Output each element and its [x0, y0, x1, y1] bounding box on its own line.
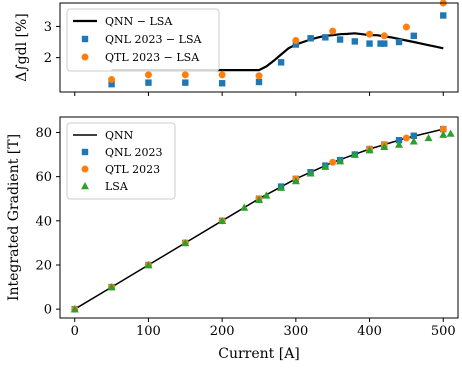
x-tick-label: 400 — [357, 324, 382, 339]
data-point — [409, 137, 418, 145]
legend-marker-swatch — [81, 182, 89, 190]
data-point — [439, 130, 448, 138]
data-point — [218, 71, 226, 79]
data-point — [292, 41, 300, 48]
legend-box — [66, 8, 220, 72]
y-axis-label: Δ∫gdl [%] — [14, 13, 30, 81]
data-point — [144, 260, 153, 269]
data-point — [255, 78, 263, 86]
data-point — [145, 79, 152, 86]
data-point — [336, 36, 344, 43]
data-point — [307, 35, 314, 42]
x-tick-label: 300 — [283, 324, 308, 339]
legend-entry: LSA — [105, 180, 129, 193]
data-point — [181, 238, 190, 247]
series-1 — [108, 12, 447, 88]
data-point — [144, 71, 152, 79]
data-point — [107, 283, 116, 291]
data-point — [277, 59, 285, 66]
data-point — [439, 125, 447, 133]
data-point — [306, 169, 315, 177]
legend-entry: QNN — [105, 129, 134, 142]
data-point — [255, 195, 263, 204]
data-point — [277, 183, 286, 191]
data-point — [262, 191, 271, 199]
data-point — [410, 132, 417, 139]
data-point — [218, 216, 227, 225]
panel-difference: 2 3 Δ∫gdl [%] QNN − LSA QNL 2023 − LSA QTL 20… — [14, 0, 459, 96]
x-axis-label: Current [A] — [218, 346, 300, 362]
x-tick-label: 200 — [210, 324, 235, 339]
data-point — [218, 80, 226, 87]
data-point — [351, 38, 359, 45]
legend: QNN QNL 2023 QTL 2023 LSA — [66, 122, 176, 200]
plot-frame — [59, 116, 459, 319]
data-point — [446, 129, 455, 137]
data-point — [402, 23, 410, 31]
legend-marker-swatch — [81, 35, 89, 43]
data-point — [70, 305, 79, 313]
y-tick-label: 20 — [35, 258, 52, 273]
series-0 — [111, 32, 444, 72]
data-point — [321, 162, 330, 170]
data-point — [365, 146, 374, 154]
data-point — [377, 40, 384, 47]
x-tick-label: 500 — [431, 324, 456, 339]
data-point — [366, 30, 374, 38]
data-point — [395, 136, 403, 144]
data-point — [336, 157, 345, 165]
y-tick-label: 0 — [44, 303, 52, 318]
series-3 — [70, 129, 455, 313]
data-point — [410, 32, 417, 39]
data-point — [366, 40, 373, 47]
legend-entry: QNL 2023 — [105, 146, 162, 159]
x-tick-label: 100 — [136, 324, 161, 339]
data-point — [402, 134, 410, 142]
data-point — [108, 80, 115, 88]
panel-integrated-gradient: 0 100 200 300 400 500 0 20 40 60 80 Current [A] Inte… — [6, 116, 459, 362]
data-point — [182, 79, 189, 86]
x-tick-label: 0 — [71, 324, 79, 339]
legend-entry: QNN − LSA — [105, 15, 173, 28]
y-tick-label: 80 — [35, 126, 52, 141]
data-point — [292, 36, 300, 44]
data-point — [395, 140, 404, 148]
y-tick-label: 2 — [44, 51, 52, 66]
legend-marker-swatch — [81, 53, 89, 61]
legend-box — [66, 122, 176, 200]
legend-marker-swatch — [81, 165, 89, 173]
data-point — [329, 158, 337, 166]
y-tick-label: 40 — [35, 214, 52, 229]
legend-marker-swatch — [81, 148, 89, 156]
data-point — [108, 76, 116, 84]
data-point — [380, 142, 389, 151]
plot-frame — [59, 2, 459, 93]
data-point — [329, 27, 337, 35]
legend-entry: QTL 2023 — [105, 163, 160, 176]
data-point — [291, 177, 300, 185]
y-tick-label: 3 — [44, 20, 52, 35]
data-point — [240, 203, 249, 211]
y-axis-label: Integrated Gradient [T] — [6, 134, 22, 301]
data-point — [395, 38, 403, 46]
series-2 — [108, 0, 447, 84]
legend-entry: QNL 2023 − LSA — [105, 33, 202, 46]
legend-entry: QTL 2023 − LSA — [105, 51, 200, 64]
data-point — [381, 40, 388, 47]
data-point — [255, 72, 263, 80]
series-line — [111, 32, 444, 72]
data-point — [424, 133, 433, 142]
data-point — [350, 150, 359, 158]
data-point — [181, 71, 189, 79]
y-tick-label: 60 — [35, 170, 52, 185]
data-point — [380, 32, 388, 40]
legend: QNN − LSA QNL 2023 − LSA QTL 2023 − LSA — [66, 8, 220, 72]
data-point — [322, 34, 329, 41]
data-point — [440, 12, 447, 19]
